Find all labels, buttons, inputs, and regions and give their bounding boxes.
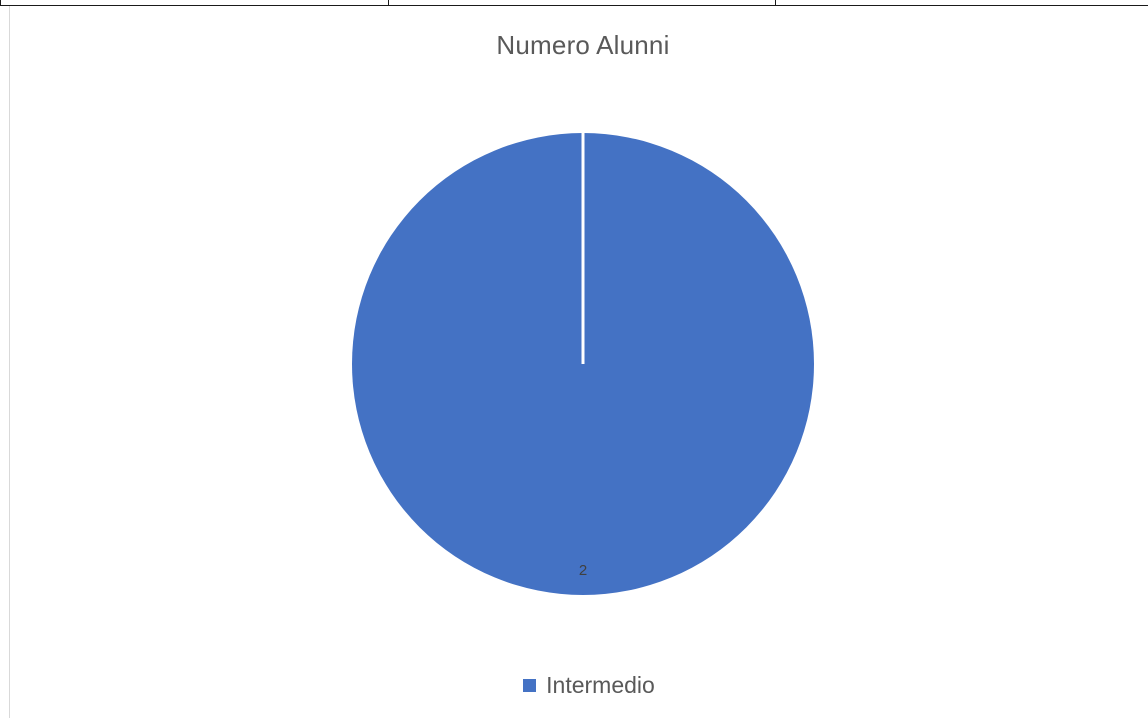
table-cell bbox=[388, 0, 389, 6]
legend-label-intermedio: Intermedio bbox=[546, 672, 655, 698]
table-cell bbox=[775, 0, 776, 6]
data-label-intermedio: 2 bbox=[579, 562, 587, 579]
chart-title: Numero Alunni bbox=[496, 30, 670, 60]
table-cell bbox=[0, 0, 1, 6]
chart-area[interactable] bbox=[9, 6, 1148, 718]
table-row-remnant bbox=[0, 0, 1148, 6]
legend: Intermedio bbox=[0, 672, 1148, 699]
legend-swatch bbox=[523, 679, 537, 692]
